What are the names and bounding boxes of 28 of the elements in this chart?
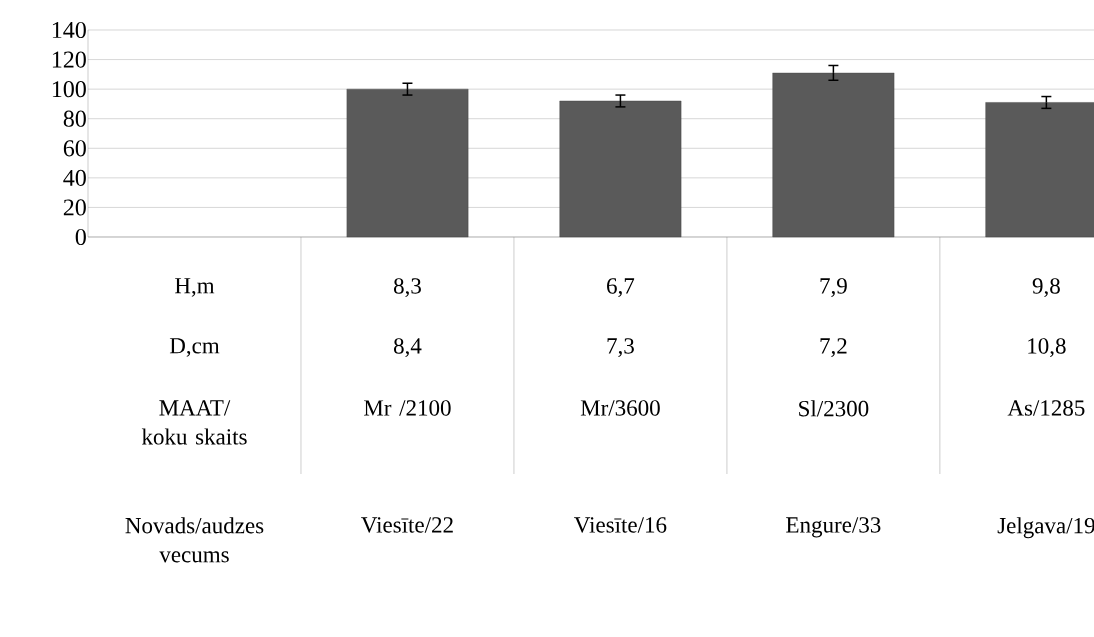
text: Viesīte/22 (361, 517, 453, 533)
y-tick-label: 120 (52, 51, 86, 68)
text: 10,8 (1028, 338, 1066, 358)
text: 6,7 (607, 278, 635, 297)
text: Engure/33 (786, 517, 881, 538)
text: Novads/audzes vecums (125, 517, 264, 563)
text: Mr /2100 (364, 400, 451, 416)
y-tick-label: 40 (63, 169, 86, 186)
text: 9,8 (1032, 278, 1060, 298)
y-tick-label: 60 (63, 140, 86, 157)
text: 8,4 (393, 338, 422, 358)
y-tick-label: 80 (63, 110, 86, 127)
text: Sl/2300 (799, 400, 869, 417)
y-tick-label: 140 (52, 21, 86, 39)
text: Jelgava/19 (997, 517, 1094, 539)
y-tick-label: 100 (52, 81, 86, 98)
y-tick-label: 0 (75, 228, 86, 246)
text: H,m (175, 278, 215, 297)
y-tick-label: 20 (63, 199, 86, 216)
text: 7,3 (607, 338, 634, 357)
text: As/1285 (1007, 400, 1085, 416)
text: Viesīte/16 (574, 517, 667, 533)
text: 7,9 (820, 278, 847, 297)
text: 8,3 (393, 278, 421, 298)
text: Mr/3600 (580, 400, 660, 416)
text: 7,2 (820, 338, 847, 357)
text: MAAT/ koku skaits (141, 400, 247, 445)
text: D,cm (169, 338, 220, 357)
